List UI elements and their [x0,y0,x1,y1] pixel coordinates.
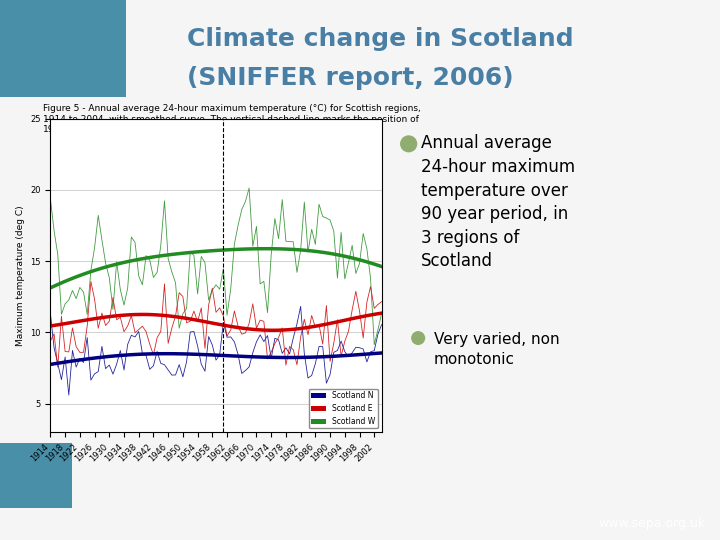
Text: www.sepa.org.uk: www.sepa.org.uk [598,517,706,530]
Circle shape [412,332,425,345]
Text: Very varied, non
monotonic: Very varied, non monotonic [434,332,559,367]
Text: Annual average
24-hour maximum
temperature over
90 year period, in
3 regions of
: Annual average 24-hour maximum temperatu… [421,134,575,271]
Text: Figure 5 - Annual average 24-hour maximum temperature (°C) for Scottish regions,: Figure 5 - Annual average 24-hour maximu… [42,104,420,134]
Legend: Scotland N, Scotland E, Scotland W: Scotland N, Scotland E, Scotland W [309,389,378,428]
Bar [0,0,126,97]
Circle shape [401,136,417,152]
Text: (SNIFFER report, 2006): (SNIFFER report, 2006) [187,66,514,90]
Bar [0,443,72,508]
Y-axis label: Maximum temperature (deg C): Maximum temperature (deg C) [16,205,24,346]
Text: Climate change in Scotland: Climate change in Scotland [187,27,574,51]
